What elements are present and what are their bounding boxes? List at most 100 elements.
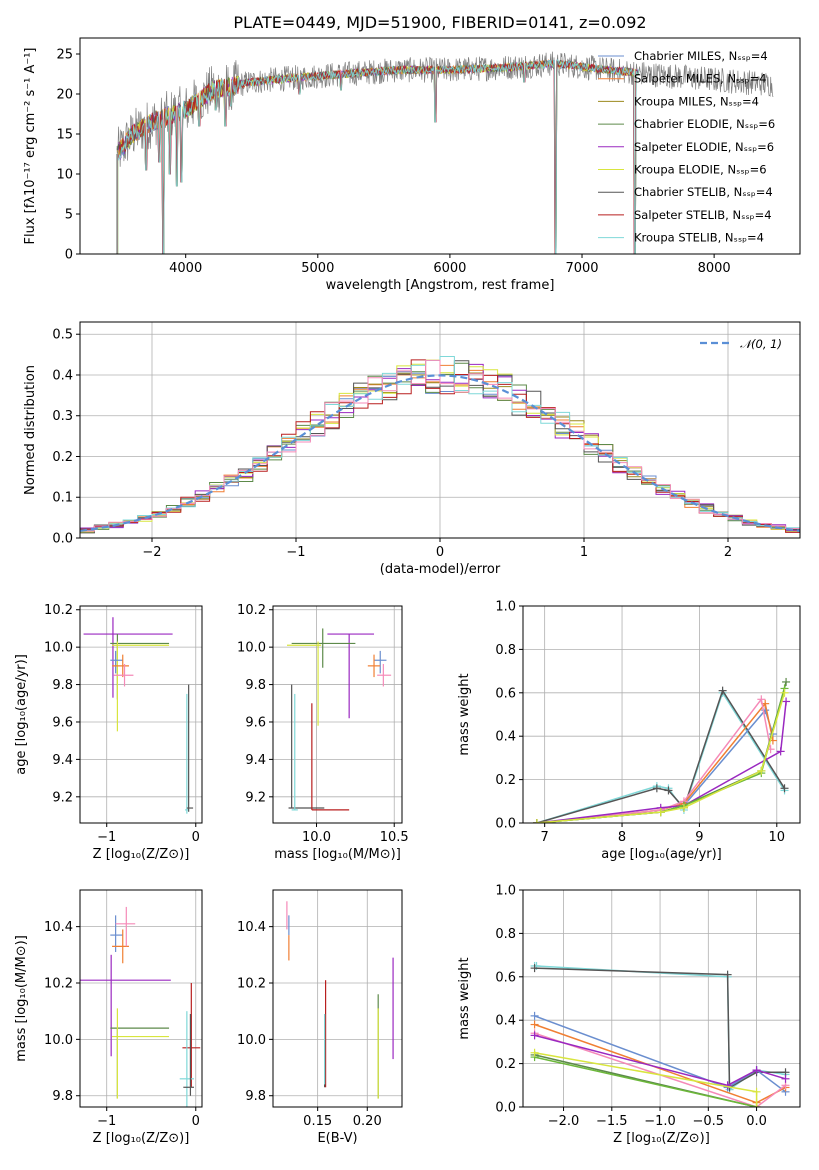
mass-weight-marker [656, 808, 665, 817]
y-tick-label: 1.0 [495, 884, 516, 899]
y-tick-label: 9.2 [52, 790, 73, 805]
mass-weight-marker [782, 697, 791, 706]
y-tick-label: 10.2 [44, 977, 73, 992]
grid [80, 890, 202, 1107]
plot-area [530, 961, 790, 1107]
axes-frame: 4000 5000 6000 7000 8000 0 5 10 15 20 25 wavelength… [23, 37, 801, 293]
axes-frame: 0.15 0.20 9.8 10.0 10.2 10.4 E(B-V) [237, 889, 403, 1146]
mass-weight-line [534, 1032, 786, 1107]
errorbar-point [286, 641, 322, 726]
errorbar-point [367, 654, 381, 678]
y-tick-label: 0.4 [495, 730, 516, 745]
y-tick-label: 9.8 [52, 1089, 73, 1104]
plot-area [80, 906, 201, 1107]
y-tick-label: 9.4 [245, 753, 266, 768]
y-tick-label: 10.2 [237, 603, 266, 618]
y-axis-label: Normed distribution [23, 365, 38, 495]
x-tick-label: −1 [286, 545, 305, 560]
axes-frame: −1 0 9.2 9.4 9.6 9.8 10.0 10.2 Z [log₁₀(Z/Z⊙)] ag… [14, 603, 203, 862]
mass-weight-line [536, 691, 786, 823]
mass-weight-line [534, 1015, 786, 1093]
panel-spectrum: 4000 5000 6000 7000 8000 0 5 10 15 20 25 wavelength… [23, 37, 801, 293]
x-tick-label: 1 [580, 545, 588, 560]
plot-area [286, 628, 392, 811]
errorbar-point [112, 654, 129, 678]
x-tick-label: 0 [192, 830, 200, 845]
legend-label: Kroupa STELIB, Nₛₛₚ=4 [634, 231, 764, 245]
mass-weight-marker [752, 1103, 761, 1107]
legend-label: Kroupa ELODIE, Nₛₛₚ=6 [634, 163, 767, 177]
y-tick-label: 10.2 [44, 603, 73, 618]
y-tick-label: 9.4 [52, 753, 73, 768]
mass-weight-marker [530, 1011, 539, 1020]
axes-border [79, 889, 203, 1108]
errorbar-point [183, 1014, 194, 1096]
legend-label: Chabrier STELIB, Nₛₛₚ=4 [634, 185, 773, 199]
y-tick-label: 0.8 [495, 643, 516, 658]
x-axis-label: Z [log₁₀(Z/Z⊙)] [93, 1131, 190, 1146]
axes-border [522, 605, 801, 824]
x-tick-label: 2 [724, 545, 732, 560]
y-tick-label: 9.8 [245, 1089, 266, 1104]
grid [273, 606, 402, 823]
legend-label: Salpeter STELIB, Nₛₛₚ=4 [634, 208, 772, 222]
x-tick-label: 0 [192, 1114, 200, 1129]
mass-weight-marker [723, 970, 732, 979]
y-tick-label: 0 [65, 248, 73, 263]
x-tick-label: 5000 [301, 261, 334, 276]
x-tick-label: −2.0 [548, 1114, 580, 1129]
errorbar-point [113, 663, 134, 687]
figure-title: PLATE=0449, MJD=51900, FIBERID=0141, z=0… [233, 13, 646, 32]
legend-label: 𝒩(0, 1) [740, 337, 782, 351]
mass-weight-marker [782, 677, 791, 686]
mass-weight-marker [780, 688, 789, 697]
x-axis-label: wavelength [Angstrom, rest frame] [326, 278, 555, 293]
y-tick-label: 0.0 [495, 817, 516, 832]
axes-frame: 10.0 10.5 9.2 9.4 9.6 9.8 10.0 10.2 mass [log₁₀(… [237, 603, 409, 862]
spectrum-model-line [117, 59, 639, 254]
errorbar-point [327, 633, 375, 719]
y-tick-label: 25 [56, 48, 73, 63]
normal-curve [80, 374, 800, 532]
y-tick-label: 0.2 [52, 450, 73, 465]
y-tick-label: 9.8 [245, 678, 266, 693]
panel-mass-vs-ebv: 0.15 0.20 9.8 10.0 10.2 10.4 E(B-V) [237, 889, 403, 1146]
y-tick-label: 0.1 [52, 491, 73, 506]
y-tick-label: 10.0 [44, 1033, 73, 1048]
errorbar-point [110, 1027, 170, 1099]
y-tick-label: 5 [65, 208, 73, 223]
errorbar-point [291, 628, 356, 668]
x-tick-label: 8000 [698, 261, 731, 276]
errorbar-point [179, 1011, 194, 1107]
y-tick-label: 0.0 [52, 532, 73, 547]
y-tick-label: 0.0 [495, 1101, 516, 1116]
y-tick-label: 10.2 [237, 977, 266, 992]
mass-weight-marker [530, 1031, 539, 1040]
plot-area [286, 901, 394, 1099]
axes-border [272, 889, 403, 1108]
mass-weight-marker [752, 1066, 761, 1075]
y-tick-label: 0.2 [495, 1057, 516, 1072]
errorbar-point [291, 693, 298, 811]
histogram-legend: 𝒩(0, 1) [700, 337, 782, 351]
y-tick-label: 10.0 [44, 641, 73, 656]
y-tick-label: 1.0 [495, 600, 516, 615]
y-axis-label: mass [log₁₀(M/M⊙)] [14, 935, 29, 1062]
errorbar-point [288, 684, 325, 809]
mass-weight-marker [532, 819, 541, 823]
grid [80, 606, 202, 823]
x-tick-label: 7000 [565, 261, 598, 276]
y-axis-label: age [log₁₀(age/yr)] [14, 654, 29, 775]
panel-mass-weight-vs-z: −2.0 −1.5 −1.0 −0.5 0.0 0.0 0.2 0.4 0.6 0.8 1.0 Z [… [457, 884, 801, 1146]
y-tick-label: 10.4 [44, 920, 73, 935]
legend-label: Kroupa MILES, Nₛₛₚ=4 [634, 94, 759, 108]
panel-mass-weight-vs-age: 7 8 9 10 0.0 0.2 0.4 0.6 0.8 1.0 age [log₁₀(age/yr… [457, 600, 801, 862]
errorbar-point [80, 954, 171, 1057]
x-tick-label: −1.0 [644, 1114, 676, 1129]
mass-weight-line [536, 697, 772, 823]
axes-frame: −2 −1 0 1 2 0.0 0.1 0.2 0.3 0.4 0.5 (data-model)/er… [23, 321, 801, 577]
x-axis-label: Z [log₁₀(Z/Z⊙)] [613, 1131, 710, 1146]
mass-weight-marker [530, 1048, 539, 1057]
y-tick-label: 0.6 [495, 686, 516, 701]
